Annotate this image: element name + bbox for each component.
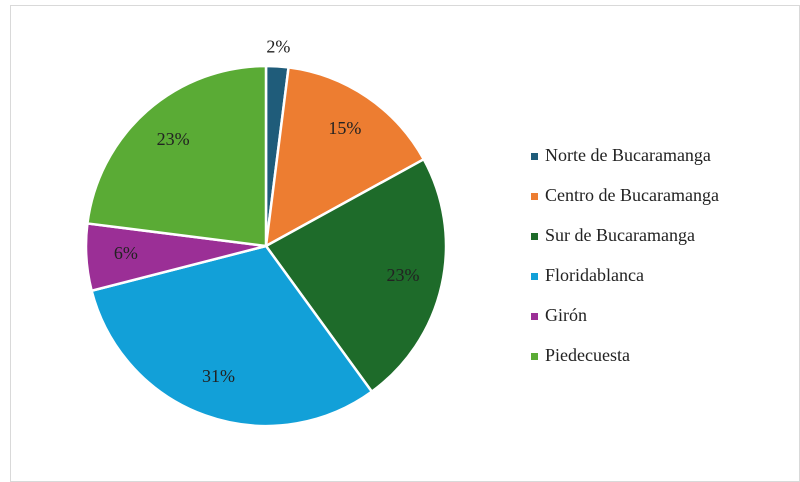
data-label: 15% bbox=[328, 118, 361, 138]
legend-swatch bbox=[531, 233, 538, 240]
pie-slice bbox=[264, 157, 448, 394]
pie-slice bbox=[86, 64, 268, 248]
legend-swatch bbox=[531, 313, 538, 320]
legend-label: Norte de Bucaramanga bbox=[545, 145, 711, 165]
legend-label: Sur de Bucaramanga bbox=[545, 225, 695, 245]
pie-slice bbox=[264, 66, 426, 249]
legend-label: Girón bbox=[545, 305, 587, 325]
data-label: 31% bbox=[202, 366, 235, 386]
legend-label: Piedecuesta bbox=[545, 345, 630, 365]
legend-label: Centro de Bucaramanga bbox=[545, 185, 719, 205]
legend-label: Floridablanca bbox=[545, 265, 644, 285]
data-label: 23% bbox=[157, 129, 190, 149]
pie-slice bbox=[90, 244, 374, 428]
legend-swatch bbox=[531, 193, 538, 200]
data-label: 23% bbox=[387, 265, 420, 285]
legend-swatch bbox=[531, 153, 538, 160]
legend-swatch bbox=[531, 273, 538, 280]
legend-swatch bbox=[531, 353, 538, 360]
data-label: 2% bbox=[266, 37, 290, 57]
data-label: 6% bbox=[114, 243, 138, 263]
